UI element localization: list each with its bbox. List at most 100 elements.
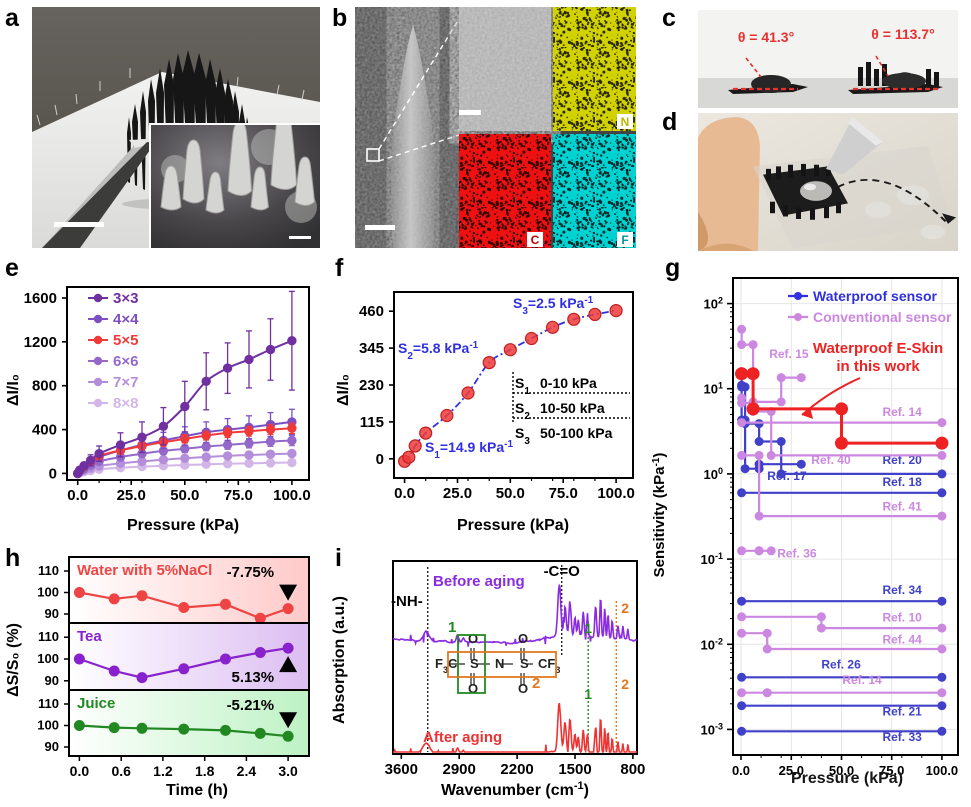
svg-text:O: O	[518, 681, 528, 696]
svg-text:6×6: 6×6	[113, 353, 138, 370]
svg-text:Ref. 33: Ref. 33	[882, 730, 922, 744]
svg-text:100: 100	[37, 651, 59, 666]
svg-text:101: 101	[704, 381, 723, 397]
svg-text:7×7: 7×7	[113, 374, 138, 391]
svg-text:ΔS/S₀ (%): ΔS/S₀ (%)	[5, 623, 22, 697]
svg-text:F3C: F3C	[435, 656, 458, 675]
svg-text:50-100 kPa: 50-100 kPa	[540, 425, 613, 441]
svg-text:-5.21%: -5.21%	[227, 697, 275, 714]
svg-text:0: 0	[376, 451, 384, 468]
svg-text:110: 110	[38, 629, 59, 644]
svg-text:3600: 3600	[385, 761, 418, 778]
svg-text:After aging: After aging	[423, 729, 502, 746]
svg-text:N: N	[621, 115, 630, 129]
svg-text:800: 800	[620, 761, 645, 778]
svg-text:Ref. 18: Ref. 18	[882, 475, 922, 489]
svg-text:Ref. 17: Ref. 17	[767, 469, 807, 483]
svg-text:-C=O: -C=O	[544, 563, 581, 580]
svg-text:110: 110	[38, 563, 59, 578]
svg-text:110: 110	[38, 696, 59, 711]
svg-text:4×4: 4×4	[113, 311, 139, 328]
svg-text:345: 345	[359, 340, 384, 357]
svg-text:2.4: 2.4	[237, 763, 257, 779]
svg-text:-7.75%: -7.75%	[227, 564, 275, 581]
svg-text:100.0: 100.0	[926, 763, 959, 778]
svg-text:2200: 2200	[500, 761, 533, 778]
svg-text:ΔI/I₀: ΔI/I₀	[335, 374, 352, 406]
svg-text:25.0: 25.0	[443, 485, 472, 502]
svg-text:S1=14.9 kPa-1: S1=14.9 kPa-1	[425, 439, 513, 461]
svg-text:1.2: 1.2	[153, 763, 173, 779]
svg-text:10-1: 10-1	[701, 551, 723, 567]
svg-text:S3: S3	[515, 425, 530, 447]
svg-text:2: 2	[621, 600, 629, 616]
svg-text:90: 90	[45, 606, 59, 621]
svg-text:Before aging: Before aging	[433, 573, 525, 590]
svg-text:3×3: 3×3	[113, 290, 138, 307]
svg-text:Pressure (kPa): Pressure (kPa)	[457, 517, 569, 534]
svg-text:50.0: 50.0	[170, 487, 199, 504]
svg-text:Ref. 40: Ref. 40	[811, 453, 851, 467]
svg-text:2: 2	[621, 676, 629, 692]
svg-text:θ = 113.7°: θ = 113.7°	[871, 26, 934, 42]
svg-text:75.0: 75.0	[224, 487, 253, 504]
svg-text:ΔI/I₀: ΔI/I₀	[5, 374, 22, 406]
svg-text:102: 102	[704, 296, 723, 312]
svg-text:50.0: 50.0	[496, 485, 525, 502]
svg-text:Ref. 26: Ref. 26	[821, 658, 861, 672]
svg-text:Time (h): Time (h)	[166, 782, 228, 799]
svg-text:S3=2.5 kPa-1: S3=2.5 kPa-1	[513, 295, 594, 317]
svg-text:Juice: Juice	[77, 695, 115, 712]
svg-text:25.0: 25.0	[117, 487, 146, 504]
svg-text:Ref. 41: Ref. 41	[882, 500, 922, 514]
svg-text:O: O	[518, 631, 528, 646]
svg-text:100: 100	[37, 585, 59, 600]
svg-text:0.0: 0.0	[70, 763, 90, 779]
svg-text:1600: 1600	[24, 290, 57, 307]
svg-text:Wavenumber (cm-1): Wavenumber (cm-1)	[441, 780, 589, 799]
svg-text:0: 0	[49, 465, 57, 482]
svg-text:100: 100	[704, 466, 723, 482]
svg-text:2900: 2900	[443, 761, 476, 778]
svg-text:Ref. 21: Ref. 21	[882, 705, 922, 719]
svg-text:F: F	[621, 233, 628, 247]
svg-text:100: 100	[37, 718, 59, 733]
svg-text:5.13%: 5.13%	[232, 669, 275, 686]
svg-text:5×5: 5×5	[113, 332, 138, 349]
svg-text:θ = 41.3°: θ = 41.3°	[738, 29, 794, 45]
svg-text:1: 1	[584, 620, 592, 636]
svg-text:Ref. 34: Ref. 34	[882, 583, 922, 597]
svg-text:230: 230	[359, 377, 384, 394]
svg-text:0.0: 0.0	[67, 487, 88, 504]
svg-text:10-50 kPa: 10-50 kPa	[540, 400, 605, 416]
svg-text:0.6: 0.6	[111, 763, 131, 779]
svg-text:400: 400	[32, 422, 57, 439]
svg-text:Ref. 14: Ref. 14	[882, 405, 922, 419]
svg-text:C: C	[531, 233, 540, 247]
svg-text:Waterproof E-Skin: Waterproof E-Skin	[813, 340, 943, 357]
svg-text:800: 800	[32, 378, 57, 395]
svg-text:8×8: 8×8	[113, 395, 138, 412]
svg-text:Waterproof sensor: Waterproof sensor	[813, 288, 937, 304]
svg-text:3.0: 3.0	[278, 763, 298, 779]
svg-text:Ref. 44: Ref. 44	[882, 633, 922, 647]
svg-text:10-2: 10-2	[701, 636, 723, 652]
svg-text:Conventional sensor: Conventional sensor	[813, 309, 952, 325]
svg-text:1200: 1200	[24, 334, 57, 351]
svg-text:-NH-: -NH-	[391, 593, 423, 610]
svg-text:Tea: Tea	[77, 628, 102, 645]
svg-text:75.0: 75.0	[549, 485, 578, 502]
svg-text:1500: 1500	[558, 761, 591, 778]
svg-text:1: 1	[584, 686, 592, 702]
svg-text:10-3: 10-3	[701, 721, 723, 737]
svg-text:Ref. 36: Ref. 36	[777, 546, 817, 560]
svg-text:S2=5.8 kPa-1: S2=5.8 kPa-1	[398, 340, 479, 362]
svg-text:115: 115	[360, 414, 384, 431]
svg-text:100.0: 100.0	[597, 485, 635, 502]
svg-text:90: 90	[45, 673, 59, 688]
svg-text:Ref. 15: Ref. 15	[769, 347, 809, 361]
svg-text:0-10 kPa: 0-10 kPa	[540, 375, 597, 391]
svg-text:1: 1	[448, 619, 456, 636]
svg-text:Ref. 10: Ref. 10	[882, 611, 922, 625]
svg-text:90: 90	[45, 739, 59, 754]
